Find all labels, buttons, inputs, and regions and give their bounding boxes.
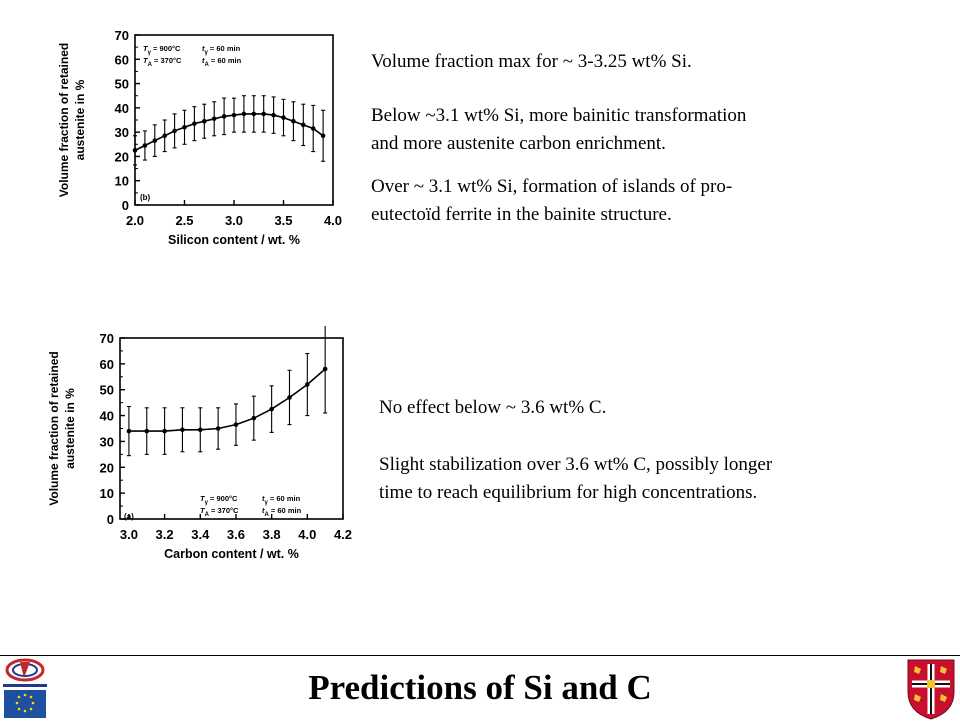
si-below-note-line1: Below ~3.1 wt% Si, more bainitic transfo… — [371, 105, 747, 126]
c-y-tick-label: 50 — [100, 383, 114, 398]
university-crest-icon — [907, 659, 955, 720]
si-y-tick-label: 50 — [115, 77, 129, 92]
marie-curie-logo-icon — [3, 658, 47, 718]
c-x-tick-label: 3.6 — [227, 527, 245, 542]
si-x-tick-label: 3.0 — [225, 213, 243, 228]
si-series-line — [134, 113, 324, 152]
c-x-tick-label: 3.4 — [191, 527, 210, 542]
c-data-point — [287, 395, 292, 400]
c-y-tick-label: 70 — [100, 331, 114, 346]
c-panel-label: (a) — [124, 512, 134, 521]
c-y-tick-label: 60 — [100, 357, 114, 372]
si-y-axis-label-line2: austenite in % — [73, 79, 87, 160]
si-data-point — [162, 133, 167, 139]
si-condition-temp-2: TA = 370°C — [143, 56, 182, 68]
c-data-point — [322, 366, 328, 372]
si-y-tick-label: 10 — [115, 174, 129, 189]
si-x-tick-label: 3.5 — [274, 213, 292, 228]
si-data-point — [241, 111, 247, 117]
c-data-point — [197, 427, 203, 433]
c-y-tick-label: 0 — [107, 512, 114, 527]
si-y-tick-label: 20 — [115, 149, 129, 164]
c-x-tick-label: 3.2 — [156, 527, 174, 542]
si-panel-label: (b) — [140, 193, 151, 202]
si-data-point — [301, 122, 306, 128]
si-data-point — [172, 128, 177, 134]
c-data-point — [180, 427, 185, 433]
si-data-point — [281, 115, 286, 120]
si-x-tick-label: 2.0 — [126, 213, 144, 228]
c-condition-time-2: tA = 60 min — [262, 506, 302, 518]
si-over-note-line1: Over ~ 3.1 wt% Si, formation of islands … — [371, 176, 733, 197]
c-x-tick-label: 4.2 — [334, 527, 352, 542]
c-stabilization-note-line1: Slight stabilization over 3.6 wt% C, pos… — [379, 454, 773, 475]
si-data-point — [271, 112, 276, 118]
c-condition-temp-2: TA = 370°C — [200, 506, 239, 518]
si-y-tick-label: 40 — [115, 101, 129, 116]
si-data-point — [221, 114, 227, 119]
c-y-tick-label: 40 — [100, 409, 114, 424]
si-data-point — [320, 133, 326, 139]
si-y-tick-label: 60 — [115, 52, 129, 67]
slide-title: Predictions of Si and C — [308, 668, 652, 707]
c-data-point — [215, 426, 221, 431]
cambridge-crest-logo — [906, 658, 956, 720]
c-y-tick-label: 20 — [100, 460, 114, 475]
si-data-point — [211, 116, 217, 122]
c-x-tick-label: 4.0 — [298, 527, 316, 542]
marie-curie-eu-logo — [0, 656, 50, 720]
si-y-tick-label: 30 — [115, 125, 129, 140]
footer-divider — [0, 655, 960, 656]
si-y-tick-label: 0 — [122, 198, 129, 213]
si-data-point — [291, 118, 296, 124]
c-y-tick-label: 10 — [100, 486, 114, 501]
si-condition-temp-1: Tγ = 900°C — [143, 44, 181, 56]
si-data-point — [152, 138, 158, 143]
si-condition-time-1: tγ = 60 min — [202, 44, 241, 56]
si-data-point — [192, 121, 197, 126]
c-data-point — [305, 382, 310, 387]
si-max-note: Volume fraction max for ~ 3-3.25 wt% Si. — [371, 51, 692, 72]
c-plot-frame — [119, 337, 344, 520]
si-data-point — [310, 126, 316, 131]
c-x-tick-label: 3.8 — [263, 527, 281, 542]
si-data-point — [132, 148, 138, 153]
c-series-line — [128, 368, 326, 432]
silicon-chart: 0 10 20 30 40 50 60 70 2.0 2.5 3.0 3.5 4.0 Silicon co… — [48, 22, 358, 272]
c-data-point — [233, 422, 239, 427]
si-over-note-line2: eutectoïd ferrite in the bainite structu… — [371, 204, 672, 225]
carbon-chart: 0 10 20 30 40 50 60 70 3.0 3.2 3.4 3.6 3.8 4.0 4.2 Carb… — [40, 324, 360, 588]
c-x-axis-label: Carbon content / wt. % — [164, 547, 299, 561]
c-y-axis-label-line1: Volume fraction of retained — [47, 351, 61, 505]
si-x-tick-label: 4.0 — [324, 213, 342, 228]
c-x-tick-label: 3.0 — [120, 527, 138, 542]
c-data-point — [251, 415, 257, 421]
si-data-point — [202, 118, 207, 124]
silicon-chart-svg: 0 10 20 30 40 50 60 70 2.0 2.5 3.0 3.5 4.0 Silicon co… — [57, 28, 342, 247]
c-condition-time-1: tγ = 60 min — [262, 494, 301, 506]
c-data-point — [162, 428, 167, 434]
c-y-axis-label-line2: austenite in % — [63, 388, 77, 469]
c-y-tick-label: 30 — [100, 434, 114, 449]
c-no-effect-note: No effect below ~ 3.6 wt% C. — [379, 397, 607, 418]
c-data-point — [126, 428, 132, 434]
si-data-point — [231, 112, 237, 118]
c-data-point — [144, 428, 150, 434]
si-x-axis-label: Silicon content / wt. % — [168, 233, 300, 247]
c-condition-temp-1: Tγ = 900°C — [200, 494, 238, 506]
c-data-point — [269, 406, 274, 412]
si-condition-time-2: tA = 60 min — [202, 56, 242, 68]
si-y-tick-label: 70 — [115, 28, 129, 43]
si-data-point — [182, 124, 187, 130]
carbon-chart-svg: 0 10 20 30 40 50 60 70 3.0 3.2 3.4 3.6 3.8 4.0 4.2 Carb… — [47, 324, 352, 561]
c-stabilization-note-line2: time to reach equilibrium for high conce… — [379, 482, 758, 503]
si-data-point — [251, 111, 257, 117]
si-data-point — [142, 143, 148, 148]
si-x-tick-label: 2.5 — [175, 213, 193, 228]
si-data-point — [261, 111, 266, 117]
si-y-axis-label-line1: Volume fraction of retained — [57, 43, 71, 197]
si-below-note-line2: and more austenite carbon enrichment. — [371, 133, 666, 154]
